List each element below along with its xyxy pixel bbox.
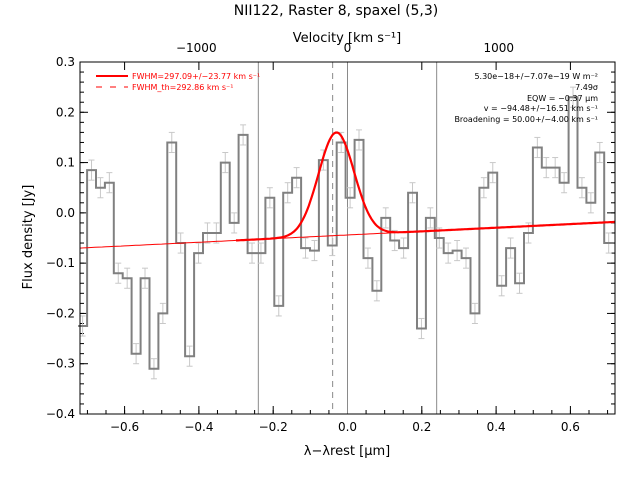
top-axis-label: Velocity [km s⁻¹] <box>293 31 401 46</box>
x-tick-label: 0.0 <box>338 420 357 434</box>
fit-series <box>79 131 616 249</box>
top-tick-label: 1000 <box>483 41 514 55</box>
annotations: 5.30e−18+/−7.07e−19 W m⁻² 7.49σ EQW = −0… <box>454 72 598 124</box>
plot-frame <box>79 61 616 415</box>
x-tick-label: −0.4 <box>184 420 213 434</box>
gaussian-fit-line <box>236 131 616 242</box>
data-histogram <box>78 96 614 370</box>
y-tick-label: −0.2 <box>46 306 75 320</box>
legend-label-fwhm-th: FWHM_th=292.86 km s⁻¹ <box>132 83 233 92</box>
x-tick-label: 0.6 <box>561 420 580 434</box>
y-tick-label: 0.0 <box>56 206 75 220</box>
x-tick-label: −0.6 <box>110 420 139 434</box>
y-tick-label: 0.1 <box>56 156 75 170</box>
data-series <box>78 86 614 380</box>
y-axis-label: Flux density [Jy] <box>21 185 36 290</box>
annotation-velocity: v = −94.48+/−16.51 km s⁻¹ <box>484 104 598 113</box>
x-tick-label: 0.2 <box>412 420 431 434</box>
x-tick-label: 0.4 <box>487 420 506 434</box>
annotation-sigma: 7.49σ <box>575 83 598 92</box>
y-tick-label: −0.4 <box>46 407 75 421</box>
annotation-eqw: EQW = −0.37 μm <box>527 94 598 103</box>
y-tick-label: −0.3 <box>46 357 75 371</box>
top-tick-label: −1000 <box>176 41 217 55</box>
legend: FWHM=297.09+/−23.77 km s⁻¹ FWHM_th=292.8… <box>96 72 260 92</box>
annotation-broadening: Broadening = 50.00+/−4.00 km s⁻¹ <box>454 115 598 124</box>
legend-label-fwhm: FWHM=297.09+/−23.77 km s⁻¹ <box>132 72 260 81</box>
y-tick-label: 0.2 <box>56 105 75 119</box>
annotation-flux: 5.30e−18+/−7.07e−19 W m⁻² <box>474 72 598 81</box>
x-axis-label: λ−λrest [μm] <box>304 444 390 459</box>
tick-layer: −0.6 −0.4 −0.2 0.0 0.2 0.4 0.6 −0.4 −0.3 −0.2 −0.1… <box>46 41 615 434</box>
chart-title: NII122, Raster 8, spaxel (5,3) <box>234 3 439 19</box>
y-tick-label: 0.3 <box>56 55 75 69</box>
y-tick-label: −0.1 <box>46 256 75 270</box>
top-tick-label: 0 <box>344 41 352 55</box>
x-tick-label: −0.2 <box>259 420 288 434</box>
